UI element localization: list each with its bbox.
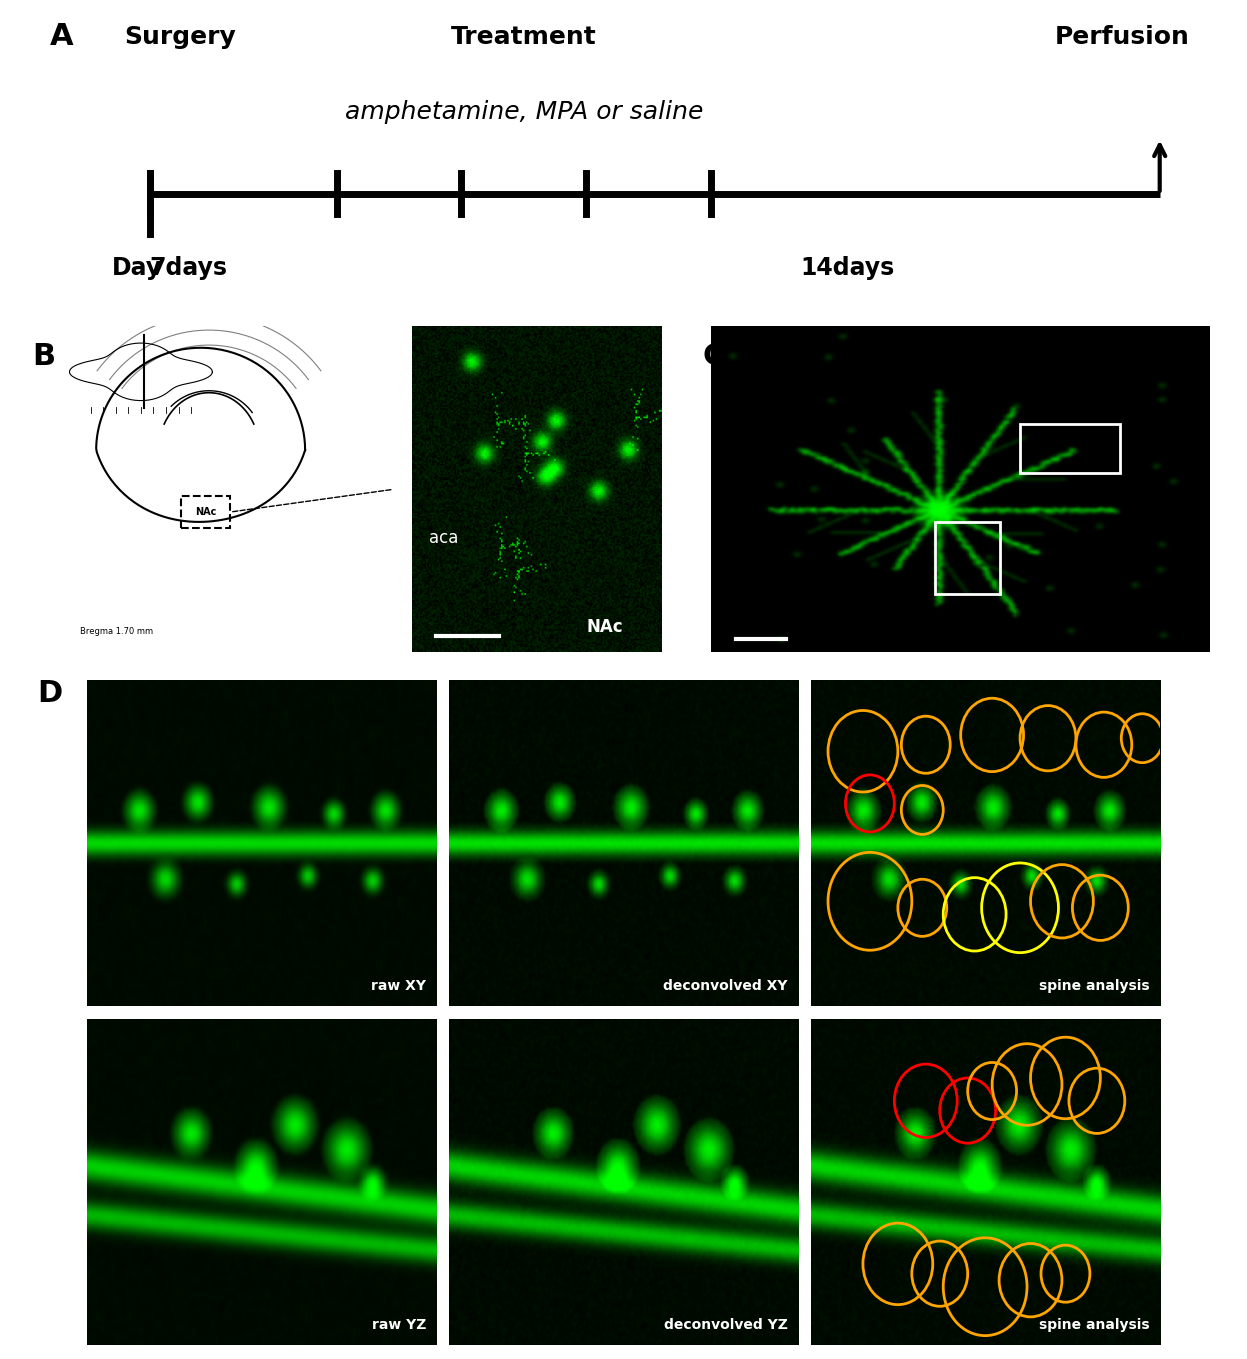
Bar: [935, 522, 1000, 594]
Text: 7days: 7days: [150, 257, 228, 280]
Text: deconvolved XY: deconvolved XY: [663, 978, 788, 992]
Text: A: A: [50, 22, 74, 50]
Text: Surgery: Surgery: [125, 24, 237, 49]
Text: Day: Day: [112, 257, 162, 280]
Text: deconvolved YZ: deconvolved YZ: [663, 1318, 788, 1332]
Text: spine analysis: spine analysis: [1039, 1318, 1150, 1332]
Text: amphetamine, MPA or saline: amphetamine, MPA or saline: [344, 101, 703, 124]
Text: raw XY: raw XY: [370, 978, 426, 992]
Text: Bregma 1.70 mm: Bregma 1.70 mm: [80, 626, 153, 636]
Text: Treatment: Treatment: [451, 24, 596, 49]
Text: spine analysis: spine analysis: [1039, 978, 1150, 992]
Text: raw YZ: raw YZ: [372, 1318, 426, 1332]
Bar: [181, 496, 229, 529]
Text: Perfusion: Perfusion: [1055, 24, 1190, 49]
Text: NAc: NAc: [195, 507, 216, 516]
Text: aca: aca: [429, 529, 459, 548]
Text: C: C: [702, 342, 725, 371]
Text: 14days: 14days: [801, 257, 895, 280]
Bar: [1020, 424, 1120, 473]
Text: D: D: [37, 680, 62, 708]
Text: B: B: [32, 342, 55, 371]
Text: NAc: NAc: [587, 618, 624, 636]
